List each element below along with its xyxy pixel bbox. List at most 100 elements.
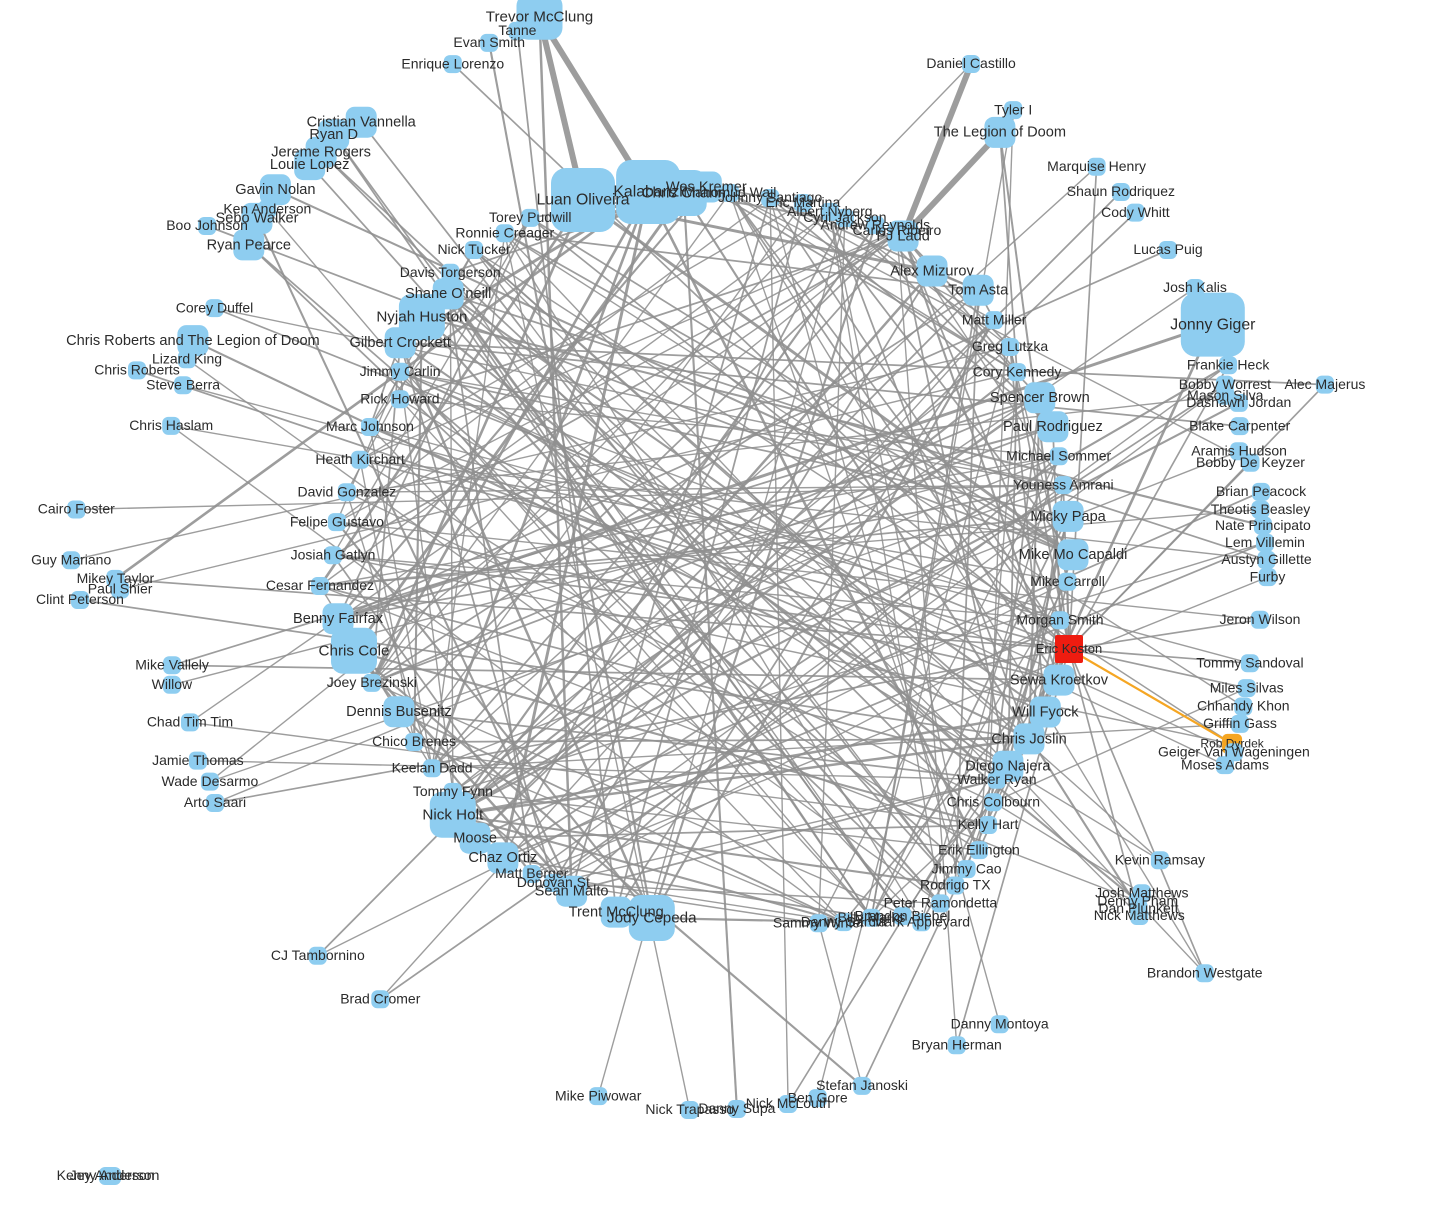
svg-text:Trevor McClung: Trevor McClung bbox=[486, 8, 593, 25]
svg-text:Mike Mo Capaldi: Mike Mo Capaldi bbox=[1019, 547, 1128, 563]
svg-text:Nick Holt: Nick Holt bbox=[422, 806, 484, 823]
svg-text:Sammy Winter: Sammy Winter bbox=[773, 914, 865, 930]
svg-text:Lizard King: Lizard King bbox=[152, 351, 222, 367]
svg-text:Tommy Fynn: Tommy Fynn bbox=[413, 783, 493, 799]
svg-text:Josiah Gatlyn: Josiah Gatlyn bbox=[291, 546, 376, 562]
svg-text:Sewa Kroetkov: Sewa Kroetkov bbox=[1010, 673, 1109, 689]
svg-text:Gavin Nolan: Gavin Nolan bbox=[235, 182, 315, 198]
svg-text:Mike Carroll: Mike Carroll bbox=[1030, 573, 1105, 589]
svg-text:Chhandy Khon: Chhandy Khon bbox=[1197, 698, 1290, 714]
svg-text:Furby: Furby bbox=[1250, 568, 1286, 584]
svg-text:Chad Tim Tim: Chad Tim Tim bbox=[147, 714, 233, 730]
svg-text:Benny Fairfax: Benny Fairfax bbox=[293, 611, 384, 627]
svg-text:Paul Rodriguez: Paul Rodriguez bbox=[1003, 419, 1103, 435]
svg-text:Marquise Henry: Marquise Henry bbox=[1047, 158, 1146, 174]
svg-text:Jonny Giger: Jonny Giger bbox=[1170, 316, 1255, 333]
svg-text:Nick Matthews: Nick Matthews bbox=[1094, 907, 1185, 923]
svg-text:Ken Anderson: Ken Anderson bbox=[223, 201, 311, 217]
svg-text:Jimmy Cao: Jimmy Cao bbox=[932, 860, 1002, 876]
svg-text:Eric Koston: Eric Koston bbox=[1036, 641, 1102, 656]
svg-text:Tom Asta: Tom Asta bbox=[948, 283, 1009, 299]
svg-text:Gilbert Crockett: Gilbert Crockett bbox=[350, 335, 451, 351]
svg-text:Ryan Pearce: Ryan Pearce bbox=[207, 237, 291, 253]
svg-text:Chico Brenes: Chico Brenes bbox=[372, 733, 456, 749]
svg-text:Tyler I: Tyler I bbox=[994, 101, 1032, 117]
svg-text:Chris Cole: Chris Cole bbox=[319, 642, 390, 659]
svg-text:Trent McClung: Trent McClung bbox=[569, 905, 664, 921]
svg-text:Walker Ryan: Walker Ryan bbox=[957, 771, 1037, 787]
svg-text:Rick Howard: Rick Howard bbox=[360, 390, 439, 406]
svg-text:Brandon Westgate: Brandon Westgate bbox=[1147, 965, 1263, 981]
svg-text:Torey Pudwill: Torey Pudwill bbox=[489, 209, 571, 225]
svg-text:Kevin Ramsay: Kevin Ramsay bbox=[1115, 851, 1205, 867]
svg-text:Wade Desarmo: Wade Desarmo bbox=[162, 773, 259, 789]
svg-text:CJ Tambornino: CJ Tambornino bbox=[271, 947, 365, 963]
svg-text:Morgan Smith: Morgan Smith bbox=[1016, 611, 1103, 627]
svg-text:Lucas Puig: Lucas Puig bbox=[1133, 241, 1202, 257]
svg-text:Michael Sommer: Michael Sommer bbox=[1006, 447, 1111, 463]
svg-text:Mike Vallely: Mike Vallely bbox=[135, 657, 209, 673]
svg-text:Alex Mizurov: Alex Mizurov bbox=[890, 263, 974, 279]
svg-text:David Gonzalez: David Gonzalez bbox=[297, 484, 396, 500]
svg-text:Nyjah Huston: Nyjah Huston bbox=[376, 309, 467, 326]
svg-text:Dashawn Jordan: Dashawn Jordan bbox=[1186, 394, 1291, 410]
svg-text:Theotis Beasley: Theotis Beasley bbox=[1211, 501, 1311, 517]
svg-text:Lem Villemin: Lem Villemin bbox=[1225, 534, 1305, 550]
svg-text:Tommy Sandoval: Tommy Sandoval bbox=[1196, 654, 1303, 670]
svg-text:Heath Kirchart: Heath Kirchart bbox=[315, 451, 405, 467]
svg-text:Bryan Herman: Bryan Herman bbox=[912, 1036, 1002, 1052]
svg-text:Jamie Thomas: Jamie Thomas bbox=[152, 752, 244, 768]
svg-text:Rodrigo TX: Rodrigo TX bbox=[920, 877, 991, 893]
svg-text:Mikey Taylor: Mikey Taylor bbox=[77, 570, 155, 586]
svg-text:Cody Whitt: Cody Whitt bbox=[1101, 204, 1170, 220]
svg-text:Moose: Moose bbox=[453, 831, 497, 847]
svg-text:Chris Joslin: Chris Joslin bbox=[991, 731, 1066, 747]
svg-text:Davis Torgerson: Davis Torgerson bbox=[400, 264, 501, 280]
svg-text:Greg Lutzka: Greg Lutzka bbox=[972, 338, 1048, 354]
svg-text:Blake Carpenter: Blake Carpenter bbox=[1189, 417, 1291, 433]
svg-text:Nick Tucker: Nick Tucker bbox=[437, 241, 510, 257]
svg-text:The Legion of Doom: The Legion of Doom bbox=[934, 125, 1066, 141]
svg-text:Kelly Hart: Kelly Hart bbox=[958, 816, 1019, 832]
svg-text:Keelan Dadd: Keelan Dadd bbox=[392, 759, 473, 775]
svg-text:Jeron Wilson: Jeron Wilson bbox=[1220, 611, 1301, 627]
svg-text:Steve Berra: Steve Berra bbox=[146, 376, 220, 392]
svg-text:Chris Colbourn: Chris Colbourn bbox=[947, 793, 1040, 809]
svg-text:Ronnie Creager: Ronnie Creager bbox=[455, 224, 554, 240]
svg-text:Brian Peacock: Brian Peacock bbox=[1216, 483, 1307, 499]
svg-text:Chris Haslam: Chris Haslam bbox=[129, 417, 213, 433]
svg-text:Nick Trapasso: Nick Trapasso bbox=[645, 1101, 734, 1117]
svg-text:Jimmy Carlin: Jimmy Carlin bbox=[360, 363, 441, 379]
svg-text:Cairo Foster: Cairo Foster bbox=[38, 501, 115, 517]
svg-text:Erik Ellington: Erik Ellington bbox=[938, 841, 1020, 857]
svg-text:Corey Duffel: Corey Duffel bbox=[176, 299, 254, 315]
svg-text:Griffin Gass: Griffin Gass bbox=[1203, 715, 1277, 731]
svg-text:Dennis Busenitz: Dennis Busenitz bbox=[346, 704, 451, 720]
svg-text:Willow: Willow bbox=[152, 676, 193, 692]
svg-text:Josh Kalis: Josh Kalis bbox=[1163, 279, 1227, 295]
svg-text:Jereme Rogers: Jereme Rogers bbox=[271, 145, 371, 161]
svg-text:Joey Brezinski: Joey Brezinski bbox=[327, 674, 417, 690]
svg-text:Daniel Castillo: Daniel Castillo bbox=[926, 55, 1016, 71]
svg-text:Shaun Rodriquez: Shaun Rodriquez bbox=[1067, 183, 1175, 199]
svg-text:Matt Berger: Matt Berger bbox=[495, 865, 568, 881]
svg-text:Guy Mariano: Guy Mariano bbox=[31, 552, 111, 568]
svg-text:Austyn Gillette: Austyn Gillette bbox=[1221, 551, 1311, 567]
svg-text:Cesar Fernandez: Cesar Fernandez bbox=[266, 577, 374, 593]
svg-text:Matt Miller: Matt Miller bbox=[962, 311, 1027, 327]
svg-text:Cristian Vannella: Cristian Vannella bbox=[307, 115, 417, 131]
svg-text:PJ Ladd: PJ Ladd bbox=[876, 228, 930, 244]
svg-text:Mike Piwowar: Mike Piwowar bbox=[555, 1087, 642, 1103]
svg-text:Felipe Gustavo: Felipe Gustavo bbox=[290, 513, 384, 529]
svg-text:Chaz Ortiz: Chaz Ortiz bbox=[468, 850, 537, 866]
svg-text:Bobby De Keyzer: Bobby De Keyzer bbox=[1196, 454, 1305, 470]
svg-text:Alec Majerus: Alec Majerus bbox=[1284, 376, 1365, 392]
svg-text:Frankie Heck: Frankie Heck bbox=[1187, 356, 1270, 372]
svg-text:Chris Roberts and The Legion o: Chris Roberts and The Legion of Doom bbox=[66, 333, 320, 349]
svg-text:Moses Adams: Moses Adams bbox=[1181, 756, 1269, 772]
svg-text:Micky Papa: Micky Papa bbox=[1030, 509, 1106, 525]
svg-text:Cory Kennedy: Cory Kennedy bbox=[973, 363, 1062, 379]
svg-text:Danny Montoya: Danny Montoya bbox=[951, 1015, 1049, 1031]
svg-text:Miles Silvas: Miles Silvas bbox=[1210, 679, 1284, 695]
svg-text:Marc Johnson: Marc Johnson bbox=[326, 418, 414, 434]
